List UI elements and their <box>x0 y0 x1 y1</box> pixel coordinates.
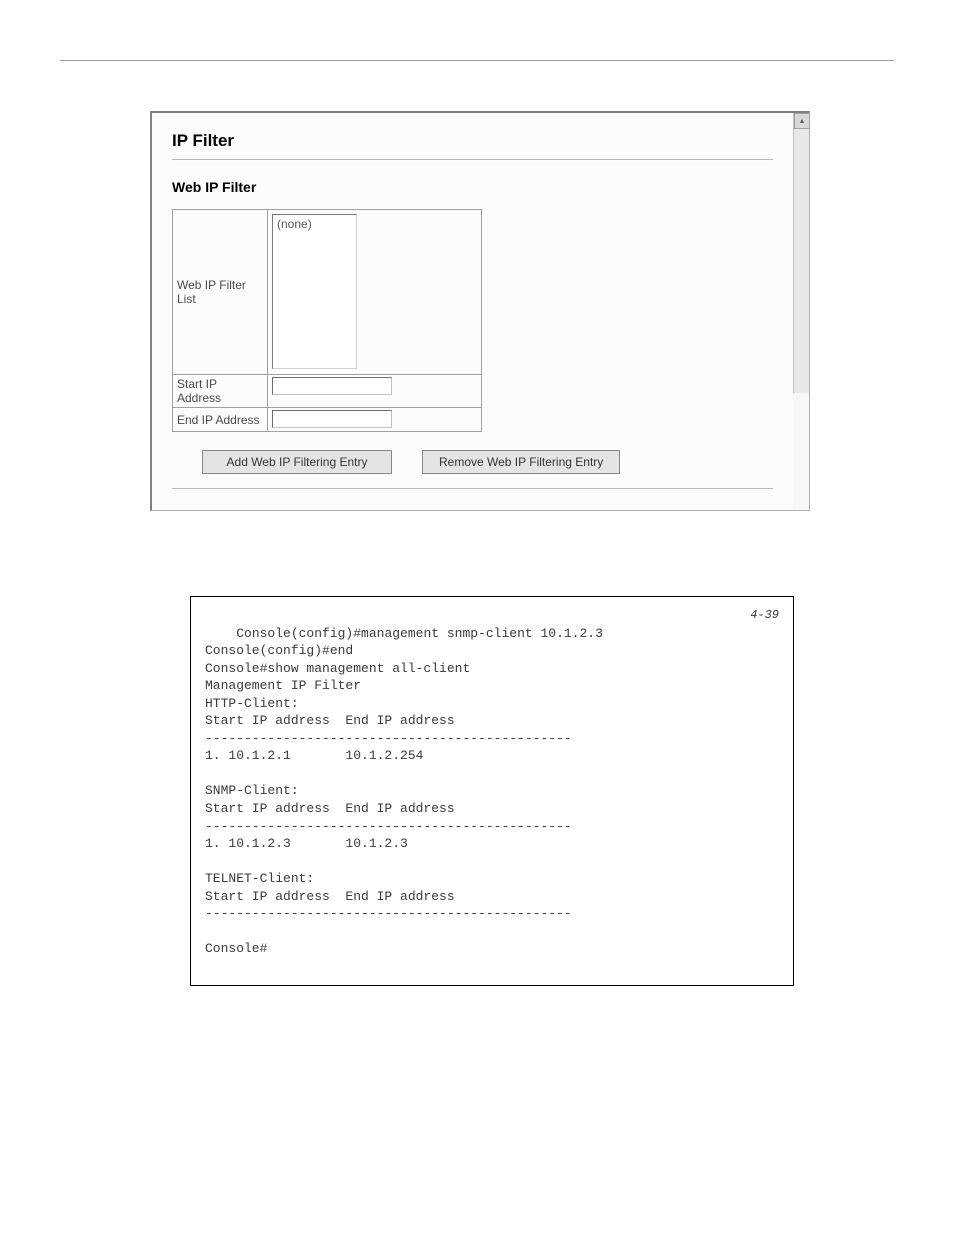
end-ip-input[interactable] <box>272 410 392 428</box>
scroll-up-icon[interactable]: ▴ <box>794 113 810 129</box>
end-ip-label: End IP Address <box>173 408 268 432</box>
page-title: IP Filter <box>172 131 773 151</box>
section-heading: Web IP Filter <box>172 179 773 195</box>
ip-filter-panel: ▴ IP Filter Web IP Filter Web IP Filter … <box>150 111 810 511</box>
bottom-separator <box>172 488 773 490</box>
page-divider <box>60 60 894 61</box>
console-output: 4-39 Console(config)#management snmp-clie… <box>190 596 794 986</box>
start-ip-label: Start IP Address <box>173 375 268 408</box>
remove-entry-button[interactable]: Remove Web IP Filtering Entry <box>422 450 620 474</box>
console-text: Console(config)#management snmp-client 1… <box>205 626 603 957</box>
scrollbar[interactable]: ▴ <box>793 113 809 393</box>
title-separator <box>172 159 773 161</box>
ip-filter-table: Web IP Filter List (none) Start IP Addre… <box>172 209 482 432</box>
start-ip-input[interactable] <box>272 377 392 395</box>
web-ip-filter-listbox[interactable]: (none) <box>272 214 357 369</box>
add-entry-button[interactable]: Add Web IP Filtering Entry <box>202 450 392 474</box>
page-reference: 4-39 <box>750 607 779 623</box>
list-label: Web IP Filter List <box>173 210 268 375</box>
